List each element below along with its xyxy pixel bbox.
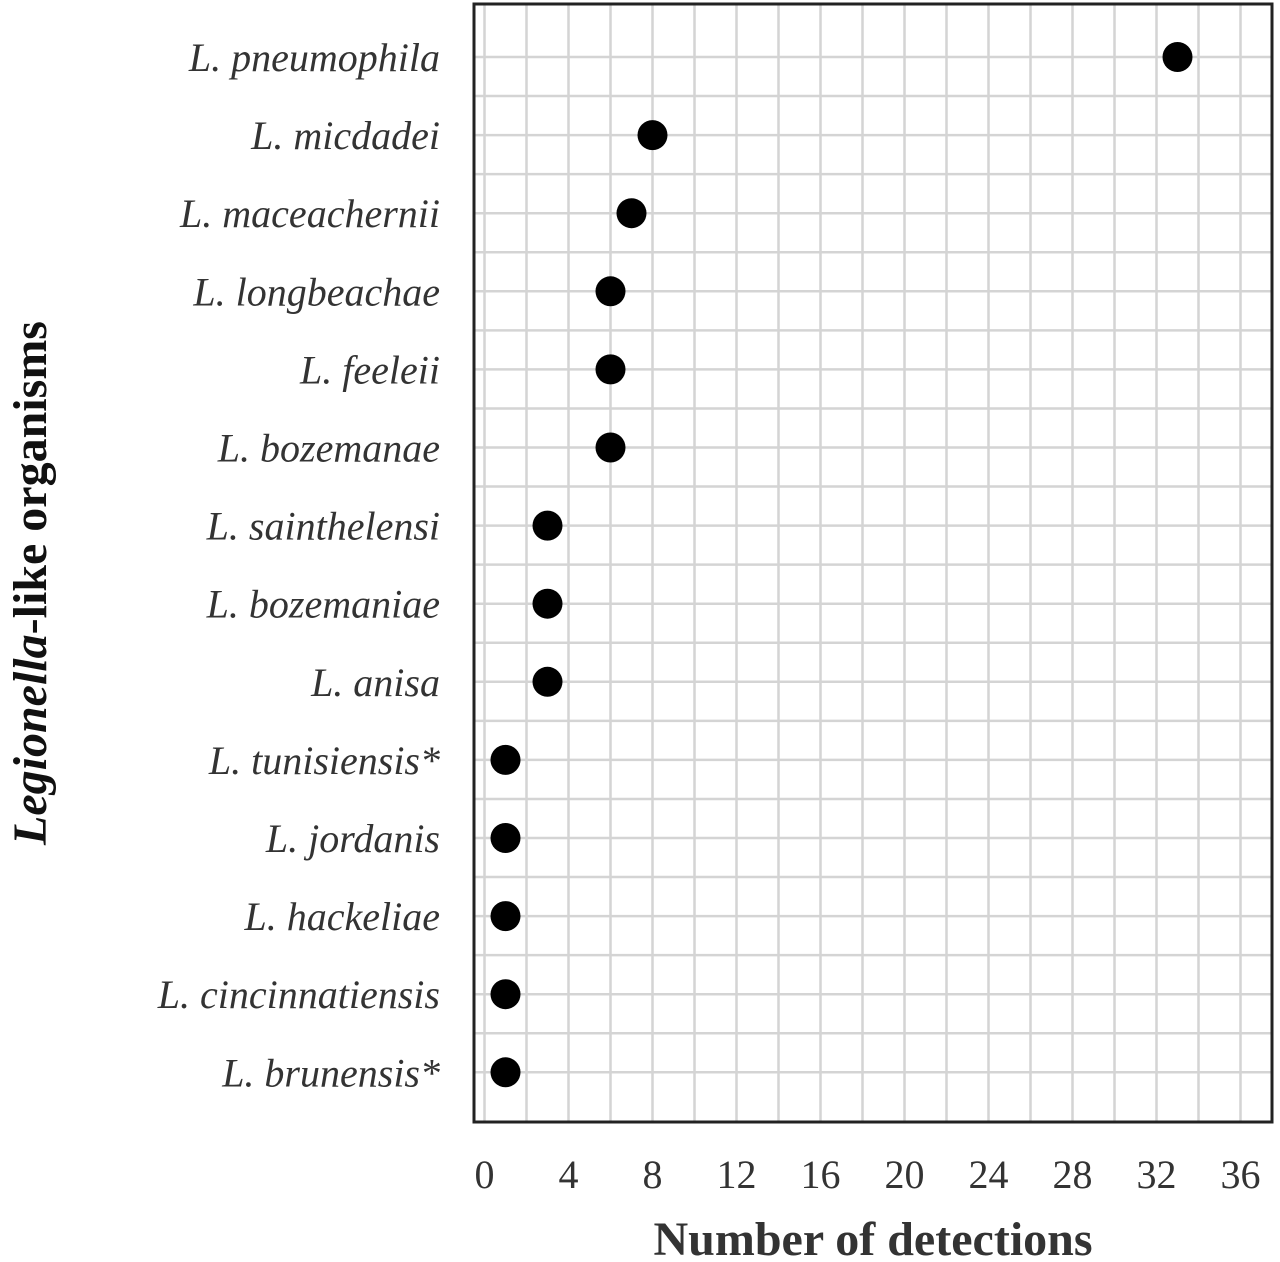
category-label: L. bozemaniae bbox=[206, 582, 440, 627]
category-label: L. feeleii bbox=[299, 347, 440, 392]
category-label: L. anisa bbox=[310, 660, 440, 705]
data-point bbox=[532, 666, 563, 697]
category-label: L. maceachernii bbox=[179, 191, 440, 236]
grid-lines bbox=[474, 4, 1272, 1122]
x-tick-label: 12 bbox=[717, 1152, 757, 1197]
category-label: L. bozemanae bbox=[217, 426, 440, 471]
x-tick-label: 24 bbox=[969, 1152, 1009, 1197]
plot-panel-border bbox=[472, 2, 1274, 1124]
y-axis-title-italic: Legionella bbox=[4, 634, 57, 846]
x-tick-label: 16 bbox=[801, 1152, 841, 1197]
category-label: L. micdadei bbox=[250, 113, 440, 158]
x-tick-label: 32 bbox=[1137, 1152, 1177, 1197]
category-label: L. hackeliae bbox=[244, 894, 441, 939]
x-tick-label: 0 bbox=[475, 1152, 495, 1197]
data-point bbox=[595, 276, 626, 307]
data-point bbox=[490, 823, 521, 853]
category-label: L. brunensis* bbox=[221, 1050, 440, 1095]
data-point bbox=[595, 354, 626, 385]
data-point bbox=[490, 1057, 521, 1088]
data-point bbox=[490, 744, 521, 775]
category-label: L. cincinnatiensis bbox=[157, 972, 440, 1017]
x-tick-label: 20 bbox=[885, 1152, 925, 1197]
data-point bbox=[532, 588, 563, 619]
y-axis-title-rest: -like organisms bbox=[4, 321, 57, 634]
data-point bbox=[1162, 42, 1193, 72]
data-point bbox=[637, 120, 668, 151]
x-axis-title: Number of detections bbox=[653, 1213, 1092, 1262]
data-points bbox=[490, 42, 1193, 1088]
x-tick-label: 8 bbox=[643, 1152, 663, 1197]
category-label: L. pneumophila bbox=[188, 35, 440, 80]
category-label: L. longbeachae bbox=[192, 269, 440, 314]
x-tick-labels: 0 4 8 12 16 20 24 28 32 36 bbox=[475, 1152, 1261, 1197]
category-label: L. jordanis bbox=[265, 816, 440, 861]
x-tick-label: 4 bbox=[559, 1152, 579, 1197]
data-point bbox=[616, 198, 647, 229]
y-axis-title: Legionella-like organisms bbox=[4, 321, 57, 846]
data-point bbox=[595, 432, 626, 463]
category-label: L. sainthelensi bbox=[206, 504, 440, 549]
data-point bbox=[490, 979, 521, 1010]
x-tick-label: 36 bbox=[1221, 1152, 1261, 1197]
category-labels: L. pneumophila L. micdadei L. maceachernii… bbox=[157, 35, 440, 1095]
data-point bbox=[490, 901, 521, 932]
data-point bbox=[532, 510, 563, 541]
category-label: L. tunisiensis* bbox=[208, 738, 440, 783]
x-tick-label: 28 bbox=[1053, 1152, 1093, 1197]
